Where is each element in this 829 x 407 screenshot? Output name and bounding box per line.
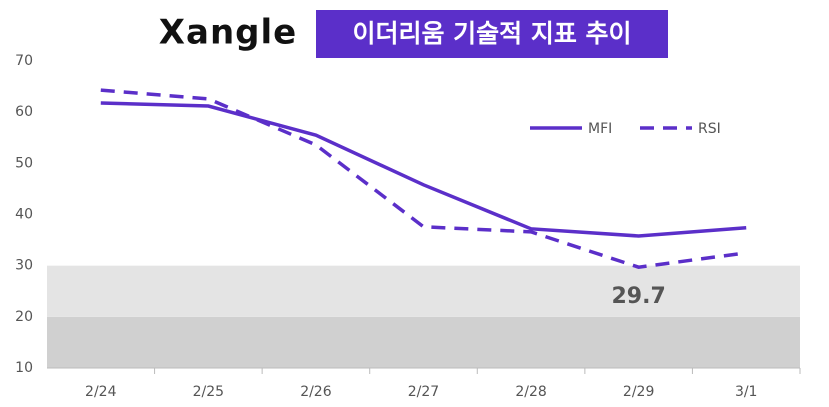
y-tick-label: 50 [15, 155, 33, 171]
x-tick-label: 2/26 [300, 384, 332, 400]
y-tick-label: 40 [15, 207, 33, 223]
legend-label: MFI [588, 121, 612, 137]
legend-label: RSI [698, 121, 721, 137]
y-tick-label: 30 [15, 258, 33, 274]
logo: Xangle [159, 13, 297, 53]
band [47, 316, 800, 368]
y-tick-label: 20 [15, 309, 33, 325]
band [47, 265, 800, 317]
x-tick-label: 2/24 [85, 384, 117, 400]
series-line [100, 88, 747, 269]
y-tick-label: 70 [15, 53, 33, 69]
x-tick-label: 3/1 [735, 384, 758, 400]
x-tick-label: 2/27 [408, 384, 439, 400]
x-tick-label: 2/29 [623, 384, 654, 400]
chart-title: 이더리움 기술적 지표 추이 [352, 19, 631, 48]
value-label: 29.7 [612, 284, 666, 309]
y-tick-label: 60 [15, 104, 33, 120]
x-tick-label: 2/25 [193, 384, 224, 400]
y-tick-label: 10 [15, 360, 33, 376]
series-line [100, 101, 747, 238]
x-tick-label: 2/28 [515, 384, 546, 400]
title-box [316, 10, 668, 58]
